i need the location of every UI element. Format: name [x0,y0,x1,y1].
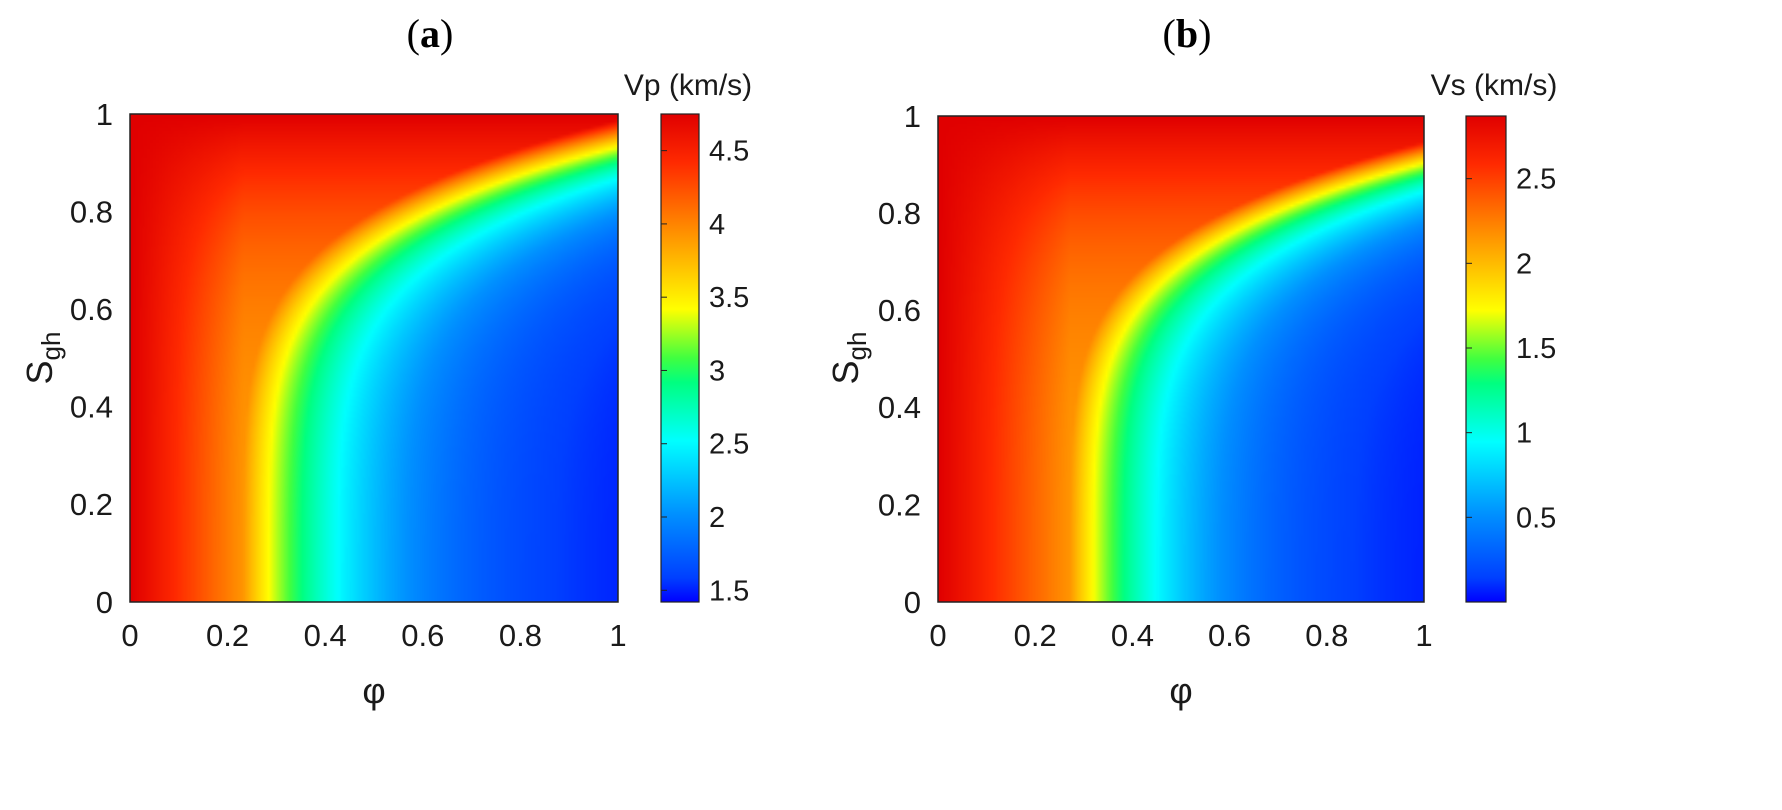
y-tick-a-0: 0 [96,585,113,620]
x-tick-a-2: 0.4 [304,618,347,653]
y-tick-a-4: 0.8 [70,194,113,229]
colorbar-tick-b-1: 1 [1516,418,1532,450]
colorbar-tick-a-6: 4.5 [709,136,749,168]
panel-label-a: (a) [407,11,454,56]
colorbar-tick-a-5: 4 [709,209,725,241]
panel-a: (a) 0 0.2 0.4 0.6 0.8 1 φ 0 0.2 0.4 0.6 … [19,11,752,711]
y-axis-a: 0 0.2 0.4 0.6 0.8 1 Sgh [19,97,113,620]
colorbar-tick-b-0: 0.5 [1516,502,1556,534]
y-tick-a-3: 0.6 [70,292,113,327]
x-tick-a-4: 0.8 [499,618,542,653]
x-tick-b-4: 0.8 [1305,618,1348,653]
x-tick-a-1: 0.2 [206,618,249,653]
colorbar-tick-a-4: 3.5 [709,282,749,314]
colorbar-title-b: Vs (km/s) [1431,69,1558,102]
y-tick-b-4: 0.8 [878,196,921,231]
plot-frame-b [937,115,1425,603]
x-tick-b-2: 0.4 [1111,618,1154,653]
colorbar-tick-a-2: 2.5 [709,429,749,461]
colorbar-tick-b-2: 1.5 [1516,333,1556,365]
heatmap-b [937,115,1425,603]
y-axis-label-a: Sgh [19,332,66,385]
heatmap-b-image [938,116,1424,602]
x-tick-b-3: 0.6 [1208,618,1251,653]
y-tick-b-1: 0.2 [878,487,921,522]
x-axis-a: 0 0.2 0.4 0.6 0.8 1 φ [121,618,626,711]
y-tick-a-1: 0.2 [70,487,113,522]
colorbar-tick-a-1: 2 [709,502,725,534]
y-tick-a-5: 1 [96,97,113,132]
colorbar-tick-a-0: 1.5 [709,575,749,607]
colorbar-gradient-b [1465,115,1507,603]
y-tick-b-0: 0 [904,585,921,620]
x-tick-a-0: 0 [121,618,138,653]
colorbar-a: Vp (km/s) 1.5 2 2.5 3 3.5 4 4.5 [624,69,752,607]
x-tick-b-0: 0 [929,618,946,653]
x-tick-b-5: 1 [1415,618,1432,653]
y-axis-label-b: Sgh [825,332,872,385]
panel-b: (b) 0 0.2 0.4 0.6 0.8 1 φ 0 0.2 0.4 0.6 … [825,11,1557,711]
y-tick-b-5: 1 [904,99,921,134]
x-axis-b: 0 0.2 0.4 0.6 0.8 1 φ [929,618,1432,711]
x-tick-a-5: 1 [609,618,626,653]
colorbar-tick-b-4: 2.5 [1516,164,1556,196]
colorbar-title-a: Vp (km/s) [624,69,752,102]
x-axis-label-b: φ [1169,670,1192,711]
colorbar-gradient-a [660,113,700,603]
x-tick-b-1: 0.2 [1014,618,1057,653]
x-axis-label-a: φ [362,670,385,711]
y-tick-a-2: 0.4 [70,390,113,425]
panel-label-b: (b) [1163,11,1212,56]
heatmap-a-image [130,114,618,602]
x-tick-a-3: 0.6 [401,618,444,653]
y-axis-b: 0 0.2 0.4 0.6 0.8 1 Sgh [825,99,921,620]
colorbar-tick-a-3: 3 [709,355,725,387]
heatmap-a [129,113,619,603]
y-tick-b-3: 0.6 [878,293,921,328]
colorbar-b: Vs (km/s) 0.5 1 1.5 2 2.5 [1431,69,1558,603]
colorbar-tick-b-3: 2 [1516,248,1532,280]
y-tick-b-2: 0.4 [878,390,921,425]
plot-frame-a [129,113,619,603]
